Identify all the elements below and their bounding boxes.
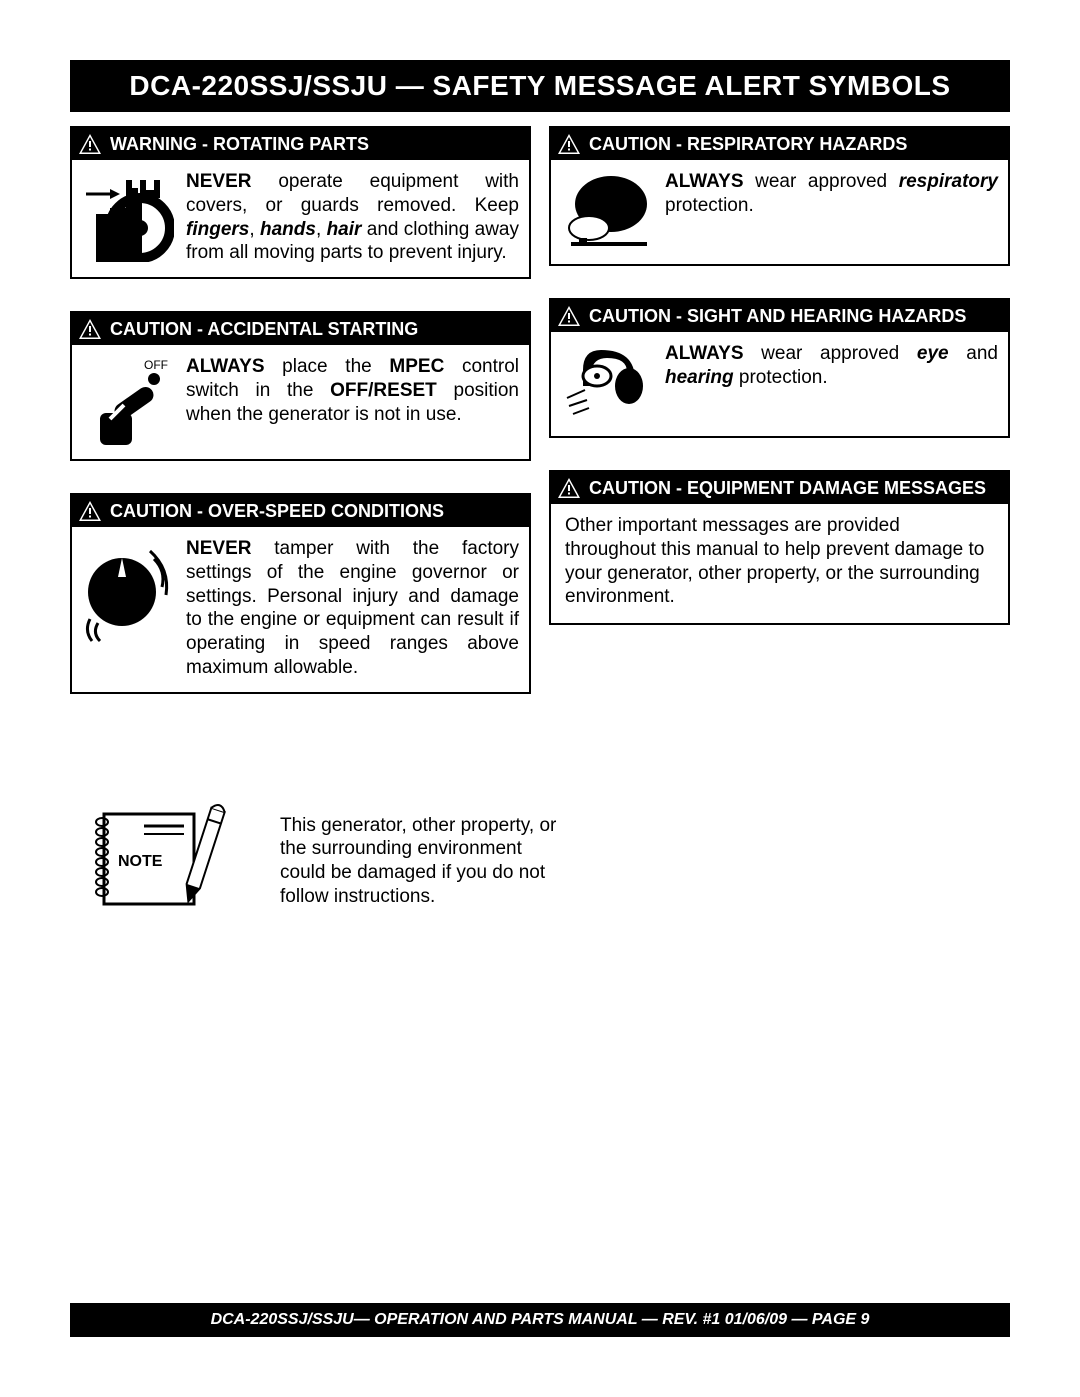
svg-text:OFF: OFF bbox=[144, 358, 168, 372]
page-footer-text: DCA-220SSJ/SSJU— OPERATION AND PARTS MAN… bbox=[211, 1311, 870, 1328]
alert-triangle-icon bbox=[78, 317, 102, 341]
overspeed-icon bbox=[82, 537, 174, 647]
alert-triangle-icon bbox=[78, 132, 102, 156]
caution-accidental-starting-box: CAUTION - ACCIDENTAL STARTING OFF bbox=[70, 311, 531, 461]
box-body: ALWAYS wear approved eye and hearing pro… bbox=[551, 332, 1008, 436]
box-header-text: CAUTION - EQUIPMENT DAMAGE MESSAGES bbox=[589, 478, 986, 499]
box-text: ALWAYS place the MPEC control switch in … bbox=[186, 355, 519, 426]
manual-page: DCA-220SSJ/SSJU — SAFETY MESSAGE ALERT S… bbox=[0, 0, 1080, 1397]
box-header: CAUTION - OVER-SPEED CONDITIONS bbox=[72, 495, 529, 527]
alert-triangle-icon bbox=[557, 132, 581, 156]
note-row: NOTE This generator, other property, or … bbox=[88, 804, 568, 919]
caution-sight-hearing-box: CAUTION - SIGHT AND HEARING HAZARDS bbox=[549, 298, 1010, 438]
box-header: CAUTION - ACCIDENTAL STARTING bbox=[72, 313, 529, 345]
spacer bbox=[70, 919, 1010, 1304]
right-column: CAUTION - RESPIRATORY HAZARDS ALWAYS wea… bbox=[549, 126, 1010, 694]
rotating-parts-icon bbox=[82, 170, 174, 262]
box-body: ALWAYS wear approved respiratory protect… bbox=[551, 160, 1008, 264]
box-text: NEVER tamper with the factory settings o… bbox=[186, 537, 519, 680]
respirator-icon bbox=[561, 170, 653, 252]
box-text: Other important messages are provided th… bbox=[565, 514, 994, 609]
columns: WARNING - ROTATING PARTS bbox=[70, 126, 1010, 694]
caution-respiratory-box: CAUTION - RESPIRATORY HAZARDS ALWAYS wea… bbox=[549, 126, 1010, 266]
caution-overspeed-box: CAUTION - OVER-SPEED CONDITIONS bbox=[70, 493, 531, 694]
left-column: WARNING - ROTATING PARTS bbox=[70, 126, 531, 694]
alert-triangle-icon bbox=[78, 499, 102, 523]
note-label-text: NOTE bbox=[118, 853, 163, 870]
box-body: OFF ALWAYS place the MPEC control switch… bbox=[72, 345, 529, 459]
sight-hearing-icon bbox=[561, 342, 653, 424]
box-header: CAUTION - EQUIPMENT DAMAGE MESSAGES bbox=[551, 472, 1008, 504]
box-header: CAUTION - RESPIRATORY HAZARDS bbox=[551, 128, 1008, 160]
box-header-text: CAUTION - RESPIRATORY HAZARDS bbox=[589, 134, 907, 155]
box-header: WARNING - ROTATING PARTS bbox=[72, 128, 529, 160]
alert-triangle-icon bbox=[557, 304, 581, 328]
box-text: NEVER operate equipment with covers, or … bbox=[186, 170, 519, 265]
box-body: Other important messages are provided th… bbox=[551, 504, 1008, 623]
box-header-text: CAUTION - OVER-SPEED CONDITIONS bbox=[110, 501, 444, 522]
caution-equipment-damage-box: CAUTION - EQUIPMENT DAMAGE MESSAGES Othe… bbox=[549, 470, 1010, 625]
box-body: NEVER tamper with the factory settings o… bbox=[72, 527, 529, 692]
note-notepad-pencil-icon: NOTE bbox=[88, 804, 258, 919]
box-text: ALWAYS wear approved eye and hearing pro… bbox=[665, 342, 998, 390]
box-header-text: CAUTION - SIGHT AND HEARING HAZARDS bbox=[589, 306, 966, 327]
page-title-bar: DCA-220SSJ/SSJU — SAFETY MESSAGE ALERT S… bbox=[70, 60, 1010, 112]
page-title: DCA-220SSJ/SSJU — SAFETY MESSAGE ALERT S… bbox=[129, 70, 950, 101]
page-content: WARNING - ROTATING PARTS bbox=[70, 112, 1010, 1303]
box-text: ALWAYS wear approved respiratory protect… bbox=[665, 170, 998, 218]
warning-rotating-parts-box: WARNING - ROTATING PARTS bbox=[70, 126, 531, 279]
page-footer-bar: DCA-220SSJ/SSJU— OPERATION AND PARTS MAN… bbox=[70, 1303, 1010, 1337]
alert-triangle-icon bbox=[557, 476, 581, 500]
switch-off-icon: OFF bbox=[82, 355, 174, 447]
box-header: CAUTION - SIGHT AND HEARING HAZARDS bbox=[551, 300, 1008, 332]
box-header-text: CAUTION - ACCIDENTAL STARTING bbox=[110, 319, 418, 340]
box-header-text: WARNING - ROTATING PARTS bbox=[110, 134, 369, 155]
box-body: NEVER operate equipment with covers, or … bbox=[72, 160, 529, 277]
note-text: This generator, other property, or the s… bbox=[280, 814, 568, 909]
